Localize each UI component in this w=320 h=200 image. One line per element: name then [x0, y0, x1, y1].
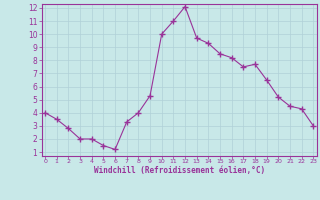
X-axis label: Windchill (Refroidissement éolien,°C): Windchill (Refroidissement éolien,°C)	[94, 166, 265, 175]
